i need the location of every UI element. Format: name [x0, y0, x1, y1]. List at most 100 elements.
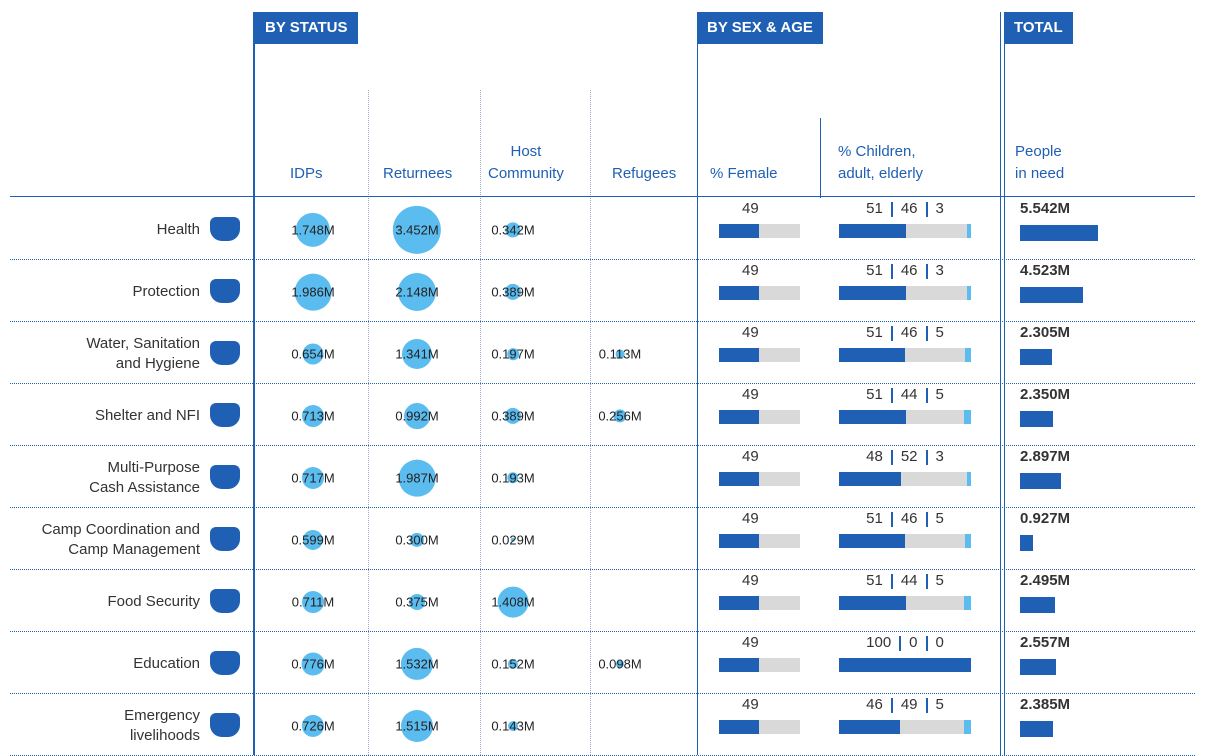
bubble: [400, 647, 434, 681]
age-values: 51 44 5: [839, 572, 971, 589]
age-bar: [839, 534, 905, 548]
age-bar: [839, 348, 905, 362]
bubble: [397, 272, 437, 312]
bubble-label: 0.389M: [491, 284, 535, 300]
age-bar: [906, 596, 965, 610]
row-label: Protection: [132, 283, 200, 300]
age-value: 51: [866, 572, 883, 589]
age-bar: [839, 658, 971, 672]
column-header: % Female: [710, 165, 778, 182]
age-values: 51 46 3: [839, 200, 971, 217]
age-bar: [905, 534, 965, 548]
bubble-label: 0.717M: [291, 470, 335, 486]
total-value: 2.350M: [1020, 386, 1071, 403]
row-icon: [210, 403, 240, 427]
total-value: 0.927M: [1020, 510, 1071, 527]
bubble-label: 0.143M: [491, 718, 535, 734]
bubble: [507, 658, 519, 670]
age-value: 46: [890, 201, 926, 217]
bubble-label: 1.987M: [395, 470, 439, 486]
bubble-label: 1.515M: [395, 718, 439, 734]
total-value: 2.557M: [1020, 634, 1071, 651]
bubble-label: 0.197M: [491, 346, 535, 362]
divider: [590, 90, 591, 755]
row-divider: [10, 569, 1195, 570]
bubble: [613, 409, 627, 423]
age-value: 5: [925, 325, 952, 341]
bubble: [505, 222, 521, 238]
column-header: Refugees: [612, 165, 677, 182]
row-divider: [10, 507, 1195, 508]
age-bar: [967, 472, 971, 486]
bubble-label: 0.776M: [291, 656, 335, 672]
column-header: IDPs: [290, 165, 323, 182]
header-rule: [10, 196, 1195, 197]
bubble-label: 0.029M: [491, 532, 535, 548]
age-bar: [839, 410, 907, 424]
age-bar: [900, 472, 968, 486]
bubble: [504, 283, 522, 301]
age-value: 51: [866, 200, 883, 217]
bubble: [302, 529, 324, 551]
bubble-label: 0.375M: [395, 594, 439, 610]
row-icon: [210, 279, 240, 303]
age-bar: [839, 720, 900, 734]
age-value: 46: [890, 263, 926, 279]
bubble-label: 1.986M: [291, 284, 335, 300]
age-bar: [906, 410, 965, 424]
female-value: 49: [742, 386, 759, 403]
female-value: 49: [742, 448, 759, 465]
age-bar: [839, 224, 907, 238]
row-icon: [210, 465, 240, 489]
age-value: 48: [866, 448, 883, 465]
total-bar: [1020, 659, 1056, 675]
row-label: Camp Coordination and Camp Management: [41, 521, 200, 558]
age-value: 3: [925, 449, 952, 465]
bubble: [504, 407, 522, 425]
bubble-label: 3.452M: [395, 222, 439, 238]
row-label: Multi-Purpose Cash Assistance: [89, 459, 200, 496]
total-value: 2.385M: [1020, 696, 1071, 713]
age-bar: [967, 224, 971, 238]
row-icon: [210, 713, 240, 737]
bubble-label: 0.193M: [491, 470, 535, 486]
bubble-label: 0.152M: [491, 656, 535, 672]
female-value: 49: [742, 696, 759, 713]
bubble-label: 0.992M: [395, 408, 439, 424]
row-label: Food Security: [107, 593, 200, 610]
female-bar: [719, 658, 759, 672]
female-bar: [719, 224, 759, 238]
age-bar: [839, 286, 907, 300]
bubble: [301, 714, 325, 738]
age-bar: [967, 286, 971, 300]
row-divider: [10, 445, 1195, 446]
bubble: [301, 466, 325, 490]
total-bar: [1020, 287, 1084, 303]
bubble: [409, 594, 425, 610]
bubble-label: 0.256M: [598, 408, 642, 424]
bubble: [508, 721, 518, 731]
total-bar: [1020, 225, 1098, 241]
female-value: 49: [742, 634, 759, 651]
bubble: [302, 591, 324, 613]
total-value: 2.495M: [1020, 572, 1071, 589]
total-bar: [1020, 349, 1053, 365]
column-header: People in need: [1015, 143, 1065, 182]
female-bar: [719, 472, 759, 486]
bubble-label: 0.599M: [291, 532, 335, 548]
bubble: [497, 586, 529, 618]
bubble: [392, 205, 442, 255]
bubble-label: 1.748M: [291, 222, 335, 238]
row-icon: [210, 589, 240, 613]
age-bar: [964, 410, 971, 424]
row-divider: [10, 631, 1195, 632]
age-bar: [839, 596, 907, 610]
female-bar: [719, 348, 759, 362]
age-values: 51 46 5: [839, 324, 971, 341]
section-header: TOTAL: [1004, 12, 1073, 44]
bubble: [401, 710, 433, 742]
bubble-label: 1.408M: [491, 594, 535, 610]
bubble-label: 0.300M: [395, 532, 439, 548]
total-bar: [1020, 535, 1033, 551]
